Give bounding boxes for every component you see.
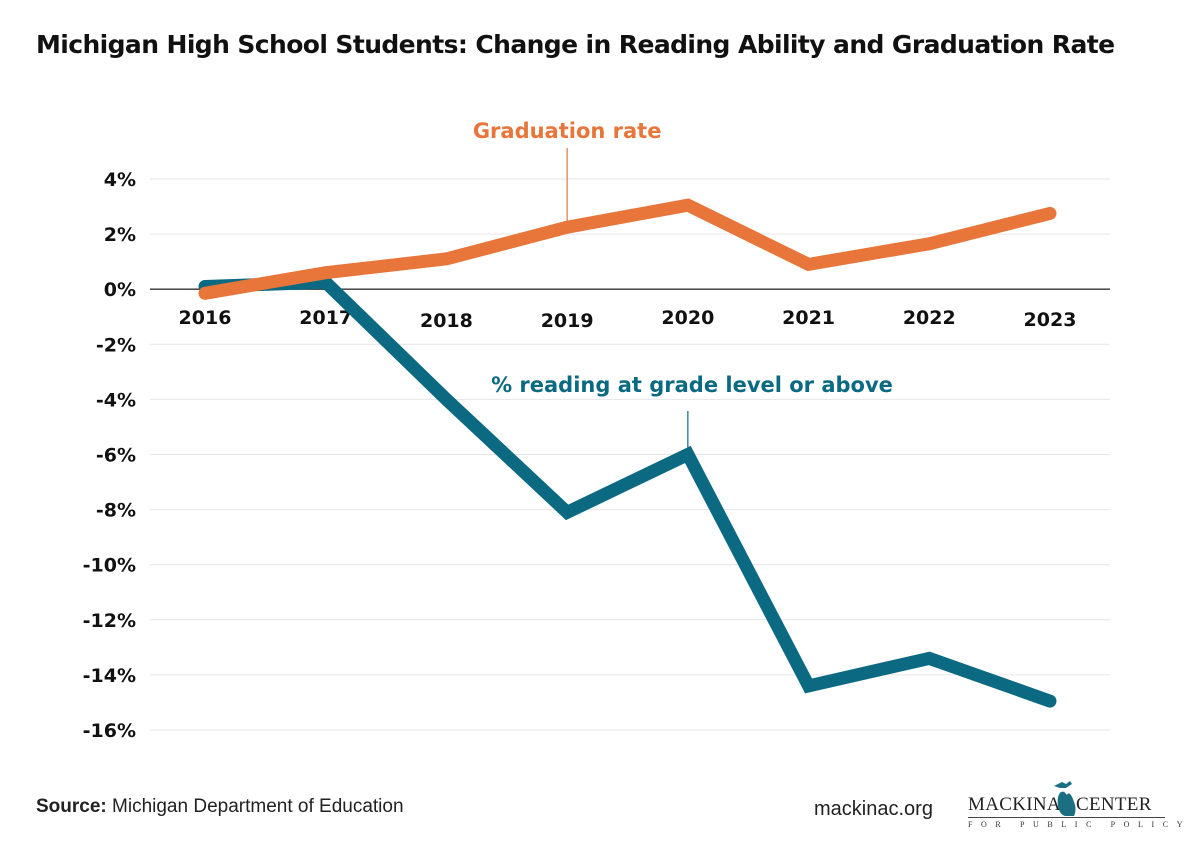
logo-text-right: CENTER [1076,794,1152,815]
y-tick-label: 0% [104,279,136,301]
y-tick-label: -8% [96,500,136,522]
y-tick-label: 2% [104,224,136,246]
website-link[interactable]: mackinac.org [814,798,933,820]
chart-title: Michigan High School Students: Change in… [36,30,1115,59]
mackinac-center-logo: MACKINAC CENTER FOR PUBLIC POLICY [968,780,1192,830]
x-tick-label: 2020 [661,307,714,329]
y-tick-label: -16% [83,720,136,742]
y-tick-label: -2% [96,334,136,356]
logo-text-left: MACKINAC [968,794,1074,815]
logo-divider [968,817,1165,818]
x-tick-label: 2019 [541,310,594,332]
y-tick-label: -12% [83,610,136,632]
source-note: Source: Michigan Department of Education [36,796,404,818]
series-lines [198,198,1057,708]
y-tick-label: 4% [104,169,136,191]
y-tick-label: -14% [83,665,136,687]
y-tick-label: -4% [96,389,136,411]
x-tick-label: 2021 [782,307,835,329]
logo-subtitle: FOR PUBLIC POLICY [968,820,1192,829]
y-tick-label: -10% [83,555,136,577]
michigan-map-icon [1054,781,1076,816]
source-label: Source: [36,796,107,817]
source-text: Michigan Department of Education [112,796,404,817]
y-tick-label: -6% [96,445,136,467]
graduation-annotation-label: Graduation rate [473,119,662,143]
x-axis-tick-labels: 2016 2017 2018 2019 2020 2021 2022 2023 [179,307,1077,332]
graduation-rate-line [198,198,1057,300]
x-tick-label: 2023 [1024,309,1077,331]
x-tick-label: 2016 [179,307,232,329]
series-annotations: Graduation rate % reading at grade level … [473,119,893,449]
reading-level-line [198,275,1057,708]
gridlines [150,178,1110,731]
x-tick-label: 2018 [420,310,473,332]
y-axis-tick-labels: 4% 2% 0% -2% -4% -6% -8% -10% -12% -14% -16% [83,169,136,742]
reading-annotation-label: % reading at grade level or above [491,373,893,397]
x-tick-label: 2017 [299,307,352,329]
x-tick-label: 2022 [903,307,956,329]
